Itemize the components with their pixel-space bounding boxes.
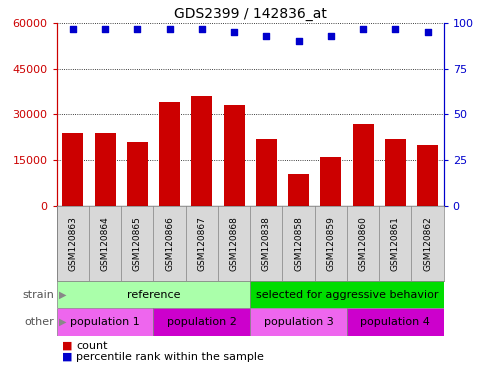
- Text: GSM120862: GSM120862: [423, 216, 432, 271]
- Point: [327, 33, 335, 39]
- Text: GSM120868: GSM120868: [230, 216, 239, 271]
- Point: [101, 25, 109, 31]
- Bar: [62, 133, 83, 206]
- Text: population 3: population 3: [264, 317, 333, 327]
- Point: [198, 25, 206, 31]
- Text: GSM120867: GSM120867: [197, 216, 207, 271]
- Text: reference: reference: [127, 290, 180, 300]
- Text: GSM120864: GSM120864: [101, 216, 109, 271]
- Bar: [417, 145, 438, 206]
- Text: percentile rank within the sample: percentile rank within the sample: [76, 352, 264, 362]
- Title: GDS2399 / 142836_at: GDS2399 / 142836_at: [174, 7, 327, 21]
- Text: GSM120859: GSM120859: [326, 216, 335, 271]
- Bar: [224, 105, 245, 206]
- Text: GSM120858: GSM120858: [294, 216, 303, 271]
- Text: strain: strain: [22, 290, 54, 300]
- Point: [391, 25, 399, 31]
- Point: [262, 33, 270, 39]
- Point: [69, 25, 77, 31]
- Bar: [153, 308, 250, 336]
- Bar: [320, 157, 341, 206]
- Bar: [385, 139, 406, 206]
- Point: [134, 25, 141, 31]
- Text: ▶: ▶: [59, 317, 67, 327]
- Bar: [250, 308, 347, 336]
- Text: ■: ■: [62, 352, 72, 362]
- Point: [423, 29, 431, 35]
- Bar: [159, 102, 180, 206]
- Text: other: other: [25, 317, 54, 327]
- Text: ▶: ▶: [59, 290, 67, 300]
- Text: GSM120861: GSM120861: [391, 216, 400, 271]
- Text: ■: ■: [62, 341, 72, 351]
- Text: selected for aggressive behavior: selected for aggressive behavior: [256, 290, 438, 300]
- Point: [359, 25, 367, 31]
- Point: [295, 38, 303, 45]
- Text: count: count: [76, 341, 108, 351]
- Text: GSM120863: GSM120863: [69, 216, 77, 271]
- Point: [166, 25, 174, 31]
- Bar: [250, 281, 444, 308]
- Text: GSM120860: GSM120860: [358, 216, 368, 271]
- Bar: [95, 133, 115, 206]
- Point: [230, 29, 238, 35]
- Bar: [256, 139, 277, 206]
- Bar: [347, 308, 444, 336]
- Bar: [127, 142, 148, 206]
- Text: GSM120838: GSM120838: [262, 216, 271, 271]
- Text: population 2: population 2: [167, 317, 237, 327]
- Text: population 1: population 1: [70, 317, 140, 327]
- Bar: [288, 174, 309, 206]
- Text: GSM120866: GSM120866: [165, 216, 174, 271]
- Bar: [191, 96, 212, 206]
- Bar: [352, 124, 374, 206]
- Text: GSM120865: GSM120865: [133, 216, 142, 271]
- Text: population 4: population 4: [360, 317, 430, 327]
- Bar: [57, 281, 250, 308]
- Bar: [57, 308, 153, 336]
